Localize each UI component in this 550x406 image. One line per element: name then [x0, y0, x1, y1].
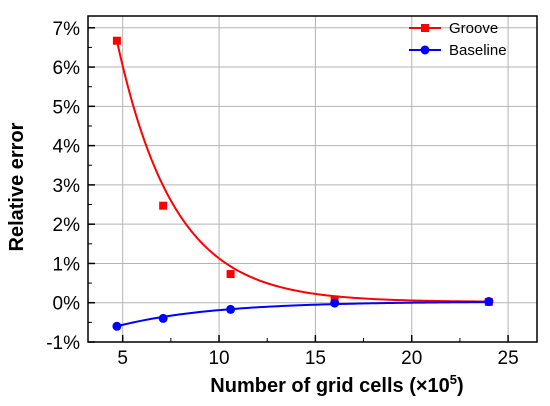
x-axis-title: Number of grid cells (×105) — [210, 372, 463, 397]
data-point-groove — [226, 270, 235, 279]
legend-label-groove: Groove — [449, 20, 498, 37]
data-markers — [112, 36, 494, 331]
x-tick-labels: 5 10 15 20 25 — [117, 348, 518, 369]
legend-label-baseline: Baseline — [449, 42, 507, 59]
data-point-baseline — [226, 304, 236, 314]
legend: Groove Baseline — [409, 20, 507, 59]
y-axis-title: Relative error — [6, 122, 28, 251]
y-tick-labels: -1% 0% 1% 2% 3% 4% 5% 6% 7% — [46, 19, 80, 354]
y-tick-label: 5% — [53, 97, 81, 118]
data-point-baseline — [158, 313, 168, 323]
x-tick-label: 20 — [401, 348, 422, 369]
y-tick-label: 1% — [53, 254, 81, 275]
data-point-baseline — [112, 321, 122, 331]
y-tick-label: 6% — [53, 58, 81, 79]
x-tick-label: 5 — [117, 348, 128, 369]
y-tick-label: 3% — [53, 176, 81, 197]
x-tick-label: 25 — [498, 348, 519, 369]
series-fit-line-groove — [115, 40, 489, 303]
fit-curves — [115, 40, 489, 328]
y-tick-label: 4% — [53, 137, 81, 158]
data-point-baseline — [330, 298, 340, 308]
y-tick-label: 7% — [53, 19, 81, 40]
data-point-groove — [112, 36, 121, 45]
legend-marker-groove — [421, 24, 429, 32]
data-point-groove — [159, 201, 168, 210]
legend-marker-baseline — [420, 45, 430, 55]
x-axis-title-exponent: 5 — [450, 372, 457, 387]
data-point-baseline — [484, 297, 494, 307]
plot-area-frame — [87, 15, 538, 343]
x-axis-title-suffix: ) — [457, 375, 464, 397]
x-tick-label: 15 — [305, 348, 326, 369]
y-tick-label: 0% — [53, 294, 81, 315]
series-fit-line-baseline — [116, 301, 489, 328]
x-tick-label: 10 — [208, 348, 229, 369]
axis-ticks — [88, 27, 509, 343]
y-tick-label: 2% — [53, 215, 81, 236]
y-tick-label: -1% — [46, 333, 80, 354]
